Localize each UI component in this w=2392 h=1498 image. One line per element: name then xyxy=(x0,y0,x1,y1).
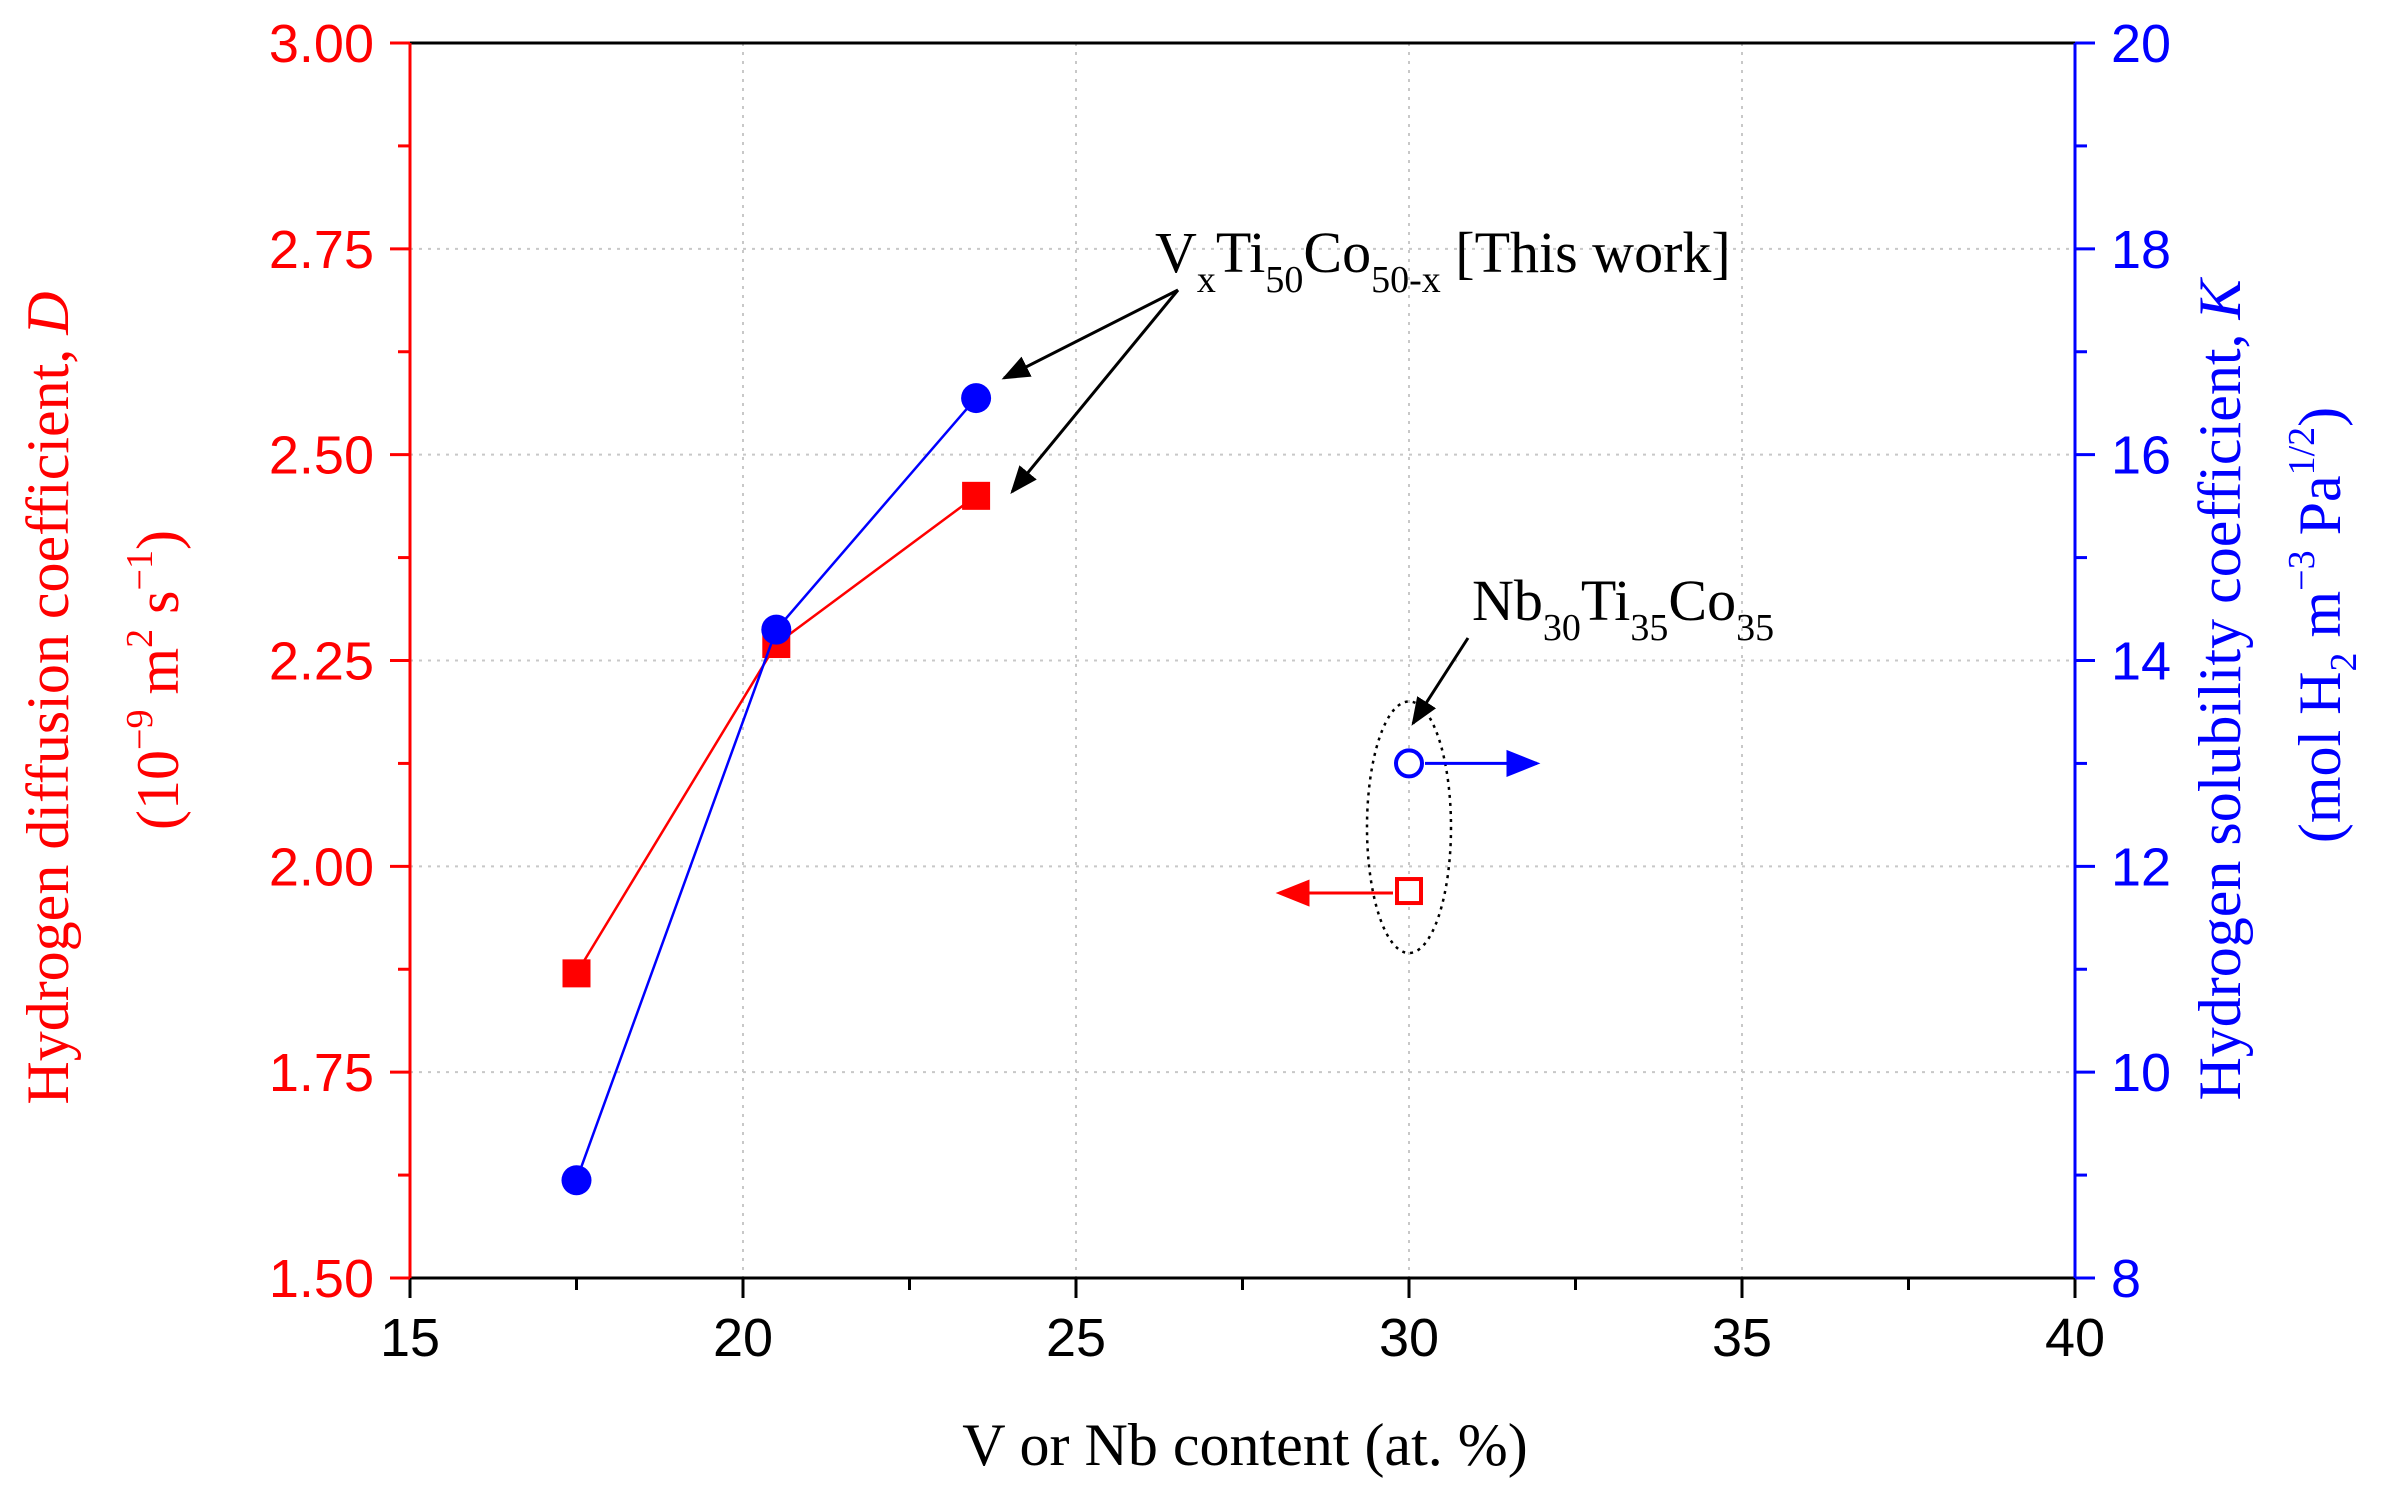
y-left-tick-label: 3.00 xyxy=(269,14,374,74)
annot-part: Nb xyxy=(1472,568,1543,633)
annot-sub: x xyxy=(1197,259,1216,301)
y-right-unit-sub: 2 xyxy=(2323,653,2365,672)
data-point-square-open xyxy=(1395,877,1423,906)
y-left-unit-sup: −9 xyxy=(119,710,161,750)
y-left-tick-label: 2.50 xyxy=(269,426,374,486)
y-right-tick-label: 20 xyxy=(2111,14,2171,74)
x-tick-label: 25 xyxy=(1046,1308,1106,1368)
y-right-unit-sup: 1/2 xyxy=(2281,427,2323,476)
data-point-circle xyxy=(961,383,992,414)
y-right-tick-label: 16 xyxy=(2111,426,2171,486)
axes: 15 20 25 30 35 40 1.50 1.75 2.00 2.25 2.50 2.75 3.00… xyxy=(269,14,2171,1368)
y-right-tick-label: 10 xyxy=(2111,1043,2171,1103)
y-right-label-main: Hydrogen solubility coefficient, xyxy=(2187,333,2253,1100)
annotation-this-work: VxTi50Co50-x [This work] xyxy=(1155,220,1731,301)
annot-part: Co xyxy=(1668,568,1736,633)
x-tick-label: 40 xyxy=(2045,1308,2105,1368)
y-left-unit-sup: 2 xyxy=(119,629,161,648)
data-point-circle xyxy=(761,614,792,645)
y-left-tick-label: 1.75 xyxy=(269,1043,374,1103)
annot-part: Co xyxy=(1303,220,1371,285)
series-layer xyxy=(561,383,1424,1196)
data-point-circle-open xyxy=(1394,748,1424,779)
annotation-layer xyxy=(1001,288,1541,955)
y-right-unit-part: (mol H xyxy=(2287,672,2353,844)
annotation-nb-alloy: Nb30Ti35Co35 xyxy=(1472,568,1774,649)
data-point-square xyxy=(562,959,591,988)
annot-sub: 35 xyxy=(1736,607,1774,649)
y-left-tick-label: 2.00 xyxy=(269,837,374,897)
data-point-square xyxy=(962,481,991,510)
y-right-unit-part: ) xyxy=(2287,407,2353,427)
annotation-arrow xyxy=(1001,288,1179,380)
x-tick-label: 20 xyxy=(713,1308,773,1368)
y-right-tick-label: 18 xyxy=(2111,220,2171,280)
annotation-arrow xyxy=(1010,289,1180,494)
gridlines xyxy=(410,43,2075,1278)
x-tick-label: 15 xyxy=(380,1308,440,1368)
y-right-tick-label: 12 xyxy=(2111,837,2171,897)
x-tick-label: 35 xyxy=(1712,1308,1772,1368)
y-left-tick-label: 2.75 xyxy=(269,220,374,280)
y-left-unit-part: ) xyxy=(125,530,191,550)
annot-part: V xyxy=(1155,220,1197,285)
y-left-unit-part: m xyxy=(125,648,191,710)
annot-sub: 50 xyxy=(1265,259,1303,301)
series-line xyxy=(575,397,978,1181)
y-right-tick-label: 8 xyxy=(2111,1249,2141,1309)
y-left-label-main: Hydrogen diffusion coefficient, xyxy=(15,349,81,1105)
annot-sub: 50-x xyxy=(1371,259,1441,301)
y-left-unit-part: s xyxy=(125,590,191,628)
y-left-tick-label: 1.50 xyxy=(269,1249,374,1309)
y-right-label-var: K xyxy=(2187,276,2253,320)
data-point-circle xyxy=(561,1165,592,1196)
y-left-unit-sup: −1 xyxy=(119,550,161,590)
y-right-unit-part: m xyxy=(2287,591,2353,653)
annotation-arrow xyxy=(1411,637,1470,726)
y-left-label-var: D xyxy=(15,291,81,335)
y-right-unit-sup: −3 xyxy=(2281,550,2323,590)
annot-part: Ti xyxy=(1581,568,1631,633)
y-left-axis-label: Hydrogen diffusion coefficient, D xyxy=(15,291,81,1104)
x-tick-label: 30 xyxy=(1379,1308,1439,1368)
y-right-axis-label: Hydrogen solubility coefficient, K xyxy=(2187,276,2253,1100)
y-right-axis-units: (mol H2 m−3 Pa1/2) xyxy=(2281,407,2365,843)
y-left-tick-label: 2.25 xyxy=(269,632,374,692)
y-right-unit-part: Pa xyxy=(2287,475,2353,550)
series-line xyxy=(575,494,977,975)
y-right-tick-label: 14 xyxy=(2111,632,2171,692)
y-left-unit-part: (10 xyxy=(125,750,191,830)
annot-part: [This work] xyxy=(1441,220,1731,285)
y-left-axis-units: (10−9 m2 s−1) xyxy=(119,530,191,830)
annot-sub: 35 xyxy=(1630,607,1668,649)
x-axis-label: V or Nb content (at. %) xyxy=(962,1412,1527,1478)
highlight-ellipse xyxy=(1365,700,1453,955)
annot-sub: 30 xyxy=(1543,607,1581,649)
annot-part: Ti xyxy=(1216,220,1266,285)
